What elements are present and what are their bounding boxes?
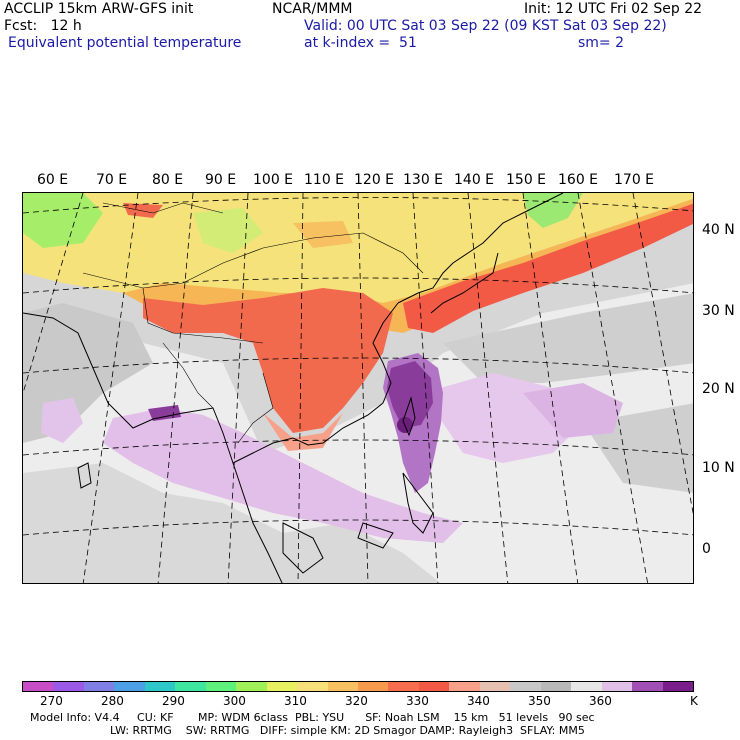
lon-label: 110 E [304, 172, 345, 188]
lat-label: 10 N [702, 460, 735, 476]
center-name: NCAR/MMM [272, 1, 353, 17]
colorbar-swatch [662, 682, 693, 691]
lat-label: 40 N [702, 222, 735, 238]
orange-patch [293, 221, 353, 248]
lat-label: 0 [702, 541, 711, 557]
colorbar-tick: 340 [467, 694, 490, 708]
colorbar-swatch [205, 682, 237, 691]
colorbar-swatch [236, 682, 267, 691]
colorbar-swatch [175, 682, 206, 691]
colorbar-tick: 350 [528, 694, 551, 708]
smoothing: sm= 2 [578, 35, 625, 51]
red-core [143, 288, 393, 433]
colorbar-swatch [632, 682, 663, 691]
green-patch [23, 193, 103, 248]
colorbar-swatch [571, 682, 602, 691]
lavender-zone [103, 408, 463, 543]
colorbar-swatch [540, 682, 572, 691]
colorbar-swatch [510, 682, 541, 691]
lon-label: 130 E [403, 172, 444, 188]
colorbar-tick: 270 [40, 694, 63, 708]
green-patch [523, 193, 583, 228]
field-name: Equivalent potential temperature [8, 35, 242, 51]
lon-label: 160 E [558, 172, 599, 188]
colorbar-tick: 360 [589, 694, 612, 708]
colorbar-swatch [449, 682, 480, 691]
colorbar-swatch [388, 682, 419, 691]
colorbar-unit: K [690, 694, 698, 708]
colorbar-tick: 310 [284, 694, 307, 708]
colorbar-swatch [53, 682, 84, 691]
colorbar-swatch [601, 682, 633, 691]
colorbar-swatch [297, 682, 328, 691]
model-title: ACCLIP 15km ARW-GFS init [4, 1, 194, 17]
lat-label: 20 N [702, 381, 735, 397]
colorbar-swatch [327, 682, 358, 691]
colorbar-tick: 320 [345, 694, 368, 708]
lon-label: 80 E [152, 172, 184, 188]
lavender-zone [41, 398, 83, 443]
green-patch [193, 208, 263, 253]
grey-patch [23, 463, 441, 583]
level-index: at k-index = 51 [304, 35, 417, 51]
lon-label: 150 E [506, 172, 547, 188]
colorbar-tick: 300 [223, 694, 246, 708]
lon-label: 60 E [37, 172, 69, 188]
colorbar-swatch [23, 682, 54, 691]
colorbar-tick: 290 [162, 694, 185, 708]
lon-label: 70 E [96, 172, 128, 188]
lat-label: 30 N [702, 303, 735, 319]
colorbar [22, 681, 694, 692]
lon-label: 90 E [205, 172, 237, 188]
colorbar-swatch [114, 682, 145, 691]
theta-e-map [22, 192, 694, 584]
colorbar-swatch [418, 682, 450, 691]
borders [82, 202, 424, 444]
lon-label: 170 E [614, 172, 655, 188]
colorbar-swatch [83, 682, 115, 691]
colorbar-swatch [357, 682, 389, 691]
graticule [23, 193, 693, 583]
lon-label: 120 E [354, 172, 395, 188]
model-info-line2: LW: RRTMG SW: RRTMG DIFF: simple KM: 2D … [110, 724, 585, 737]
colorbar-swatch [479, 682, 511, 691]
map-canvas [23, 193, 693, 583]
valid-time: Valid: 00 UTC Sat 03 Sep 22 (09 KST Sat … [304, 18, 667, 34]
colorbar-tick: 280 [101, 694, 124, 708]
forecast-hour: Fcst: 12 h [4, 18, 82, 34]
lon-label: 100 E [253, 172, 294, 188]
colorbar-tick: 330 [406, 694, 429, 708]
lon-label: 140 E [454, 172, 495, 188]
lavender-zone [523, 383, 623, 438]
coastlines [23, 193, 564, 583]
colorbar-swatch [266, 682, 298, 691]
init-time: Init: 12 UTC Fri 02 Sep 22 [524, 1, 703, 17]
model-info-line1: Model Info: V4.4 CU: KF MP: WDM 6class P… [30, 711, 595, 724]
typhoon-core [387, 361, 433, 428]
colorbar-swatch [144, 682, 176, 691]
peach-ring [263, 413, 343, 451]
red-band [403, 203, 693, 333]
red-patch [123, 203, 163, 218]
